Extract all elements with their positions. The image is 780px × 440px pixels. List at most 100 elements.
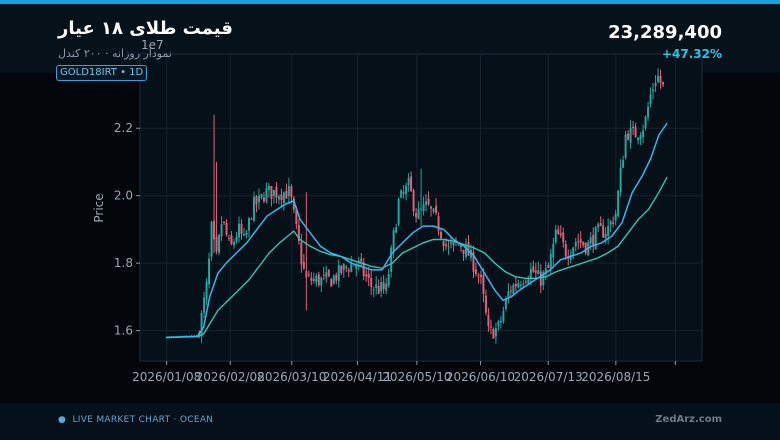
price-change-badge: +47.32% xyxy=(661,47,722,61)
candle-body xyxy=(507,291,510,299)
candle-body xyxy=(417,208,420,219)
candle-body xyxy=(200,312,203,337)
candle-body xyxy=(594,227,597,250)
candle-body xyxy=(395,227,398,233)
grid xyxy=(140,54,702,361)
candle-body xyxy=(410,176,413,192)
candle-body xyxy=(360,258,363,262)
candle-body xyxy=(237,223,240,238)
candle-body xyxy=(362,262,365,277)
candle-body xyxy=(233,241,236,246)
candle-body xyxy=(430,206,433,209)
candle-body xyxy=(512,284,515,294)
candle-body xyxy=(577,241,580,243)
candle-body xyxy=(659,76,662,83)
candle-body xyxy=(325,272,328,278)
candle-body xyxy=(562,232,565,243)
candle-body xyxy=(165,337,168,339)
candle-body xyxy=(609,221,612,225)
candle-body xyxy=(300,242,303,265)
candle-body xyxy=(440,231,443,239)
y-tick-label: 2.0 xyxy=(114,189,133,203)
candle-body xyxy=(425,201,428,205)
candle-body xyxy=(634,126,637,138)
candle-body xyxy=(270,185,273,199)
candle-body xyxy=(549,254,552,268)
candle-body xyxy=(367,273,370,278)
candle-body xyxy=(405,185,408,195)
candle-body xyxy=(230,235,233,244)
candle-body xyxy=(208,258,211,285)
candle-body xyxy=(497,321,500,326)
candle-body xyxy=(542,272,545,286)
y-tick-label: 1.8 xyxy=(114,256,133,270)
candle-body xyxy=(604,233,607,239)
candle-body xyxy=(252,196,255,221)
candle-body xyxy=(445,244,448,246)
candle-body xyxy=(342,264,345,270)
candle-body xyxy=(267,185,270,191)
candle-body xyxy=(647,106,650,118)
candle-body xyxy=(527,279,530,284)
candle-body xyxy=(275,186,278,198)
candle-body xyxy=(322,274,325,276)
candle-body xyxy=(607,226,610,236)
candle-body xyxy=(642,130,645,137)
candle-body xyxy=(529,268,532,279)
candle-body xyxy=(464,244,467,257)
candle-body xyxy=(442,241,445,247)
candle-body xyxy=(494,327,497,337)
candle-body xyxy=(250,218,253,220)
x-tick-label: 2026/01/08 xyxy=(132,370,201,384)
candle-body xyxy=(459,244,462,247)
footer-panel xyxy=(0,403,780,440)
candle-body xyxy=(632,126,635,128)
candle-body xyxy=(242,234,245,236)
candle-body xyxy=(247,218,250,231)
candle-body xyxy=(272,190,275,196)
y-offset-label: 1e7 xyxy=(141,38,164,52)
candle-body xyxy=(499,320,502,323)
candle-body xyxy=(584,243,587,254)
candle-body xyxy=(213,220,216,240)
candle-body xyxy=(489,326,492,328)
candle-body xyxy=(365,274,368,277)
y-axis: 1.6 1.8 2.0 2.2 xyxy=(114,121,140,338)
candle-body xyxy=(203,297,206,313)
candle-body xyxy=(257,195,260,202)
candle-body xyxy=(285,191,288,199)
footer-status: ● LIVE MARKET CHART · OCEAN xyxy=(58,415,213,425)
candle-body xyxy=(225,222,228,235)
symbol-badge[interactable]: GOLD18IRT • 1D xyxy=(56,65,148,81)
candle-body xyxy=(297,225,300,241)
candle-body xyxy=(514,283,517,287)
candle-body xyxy=(519,284,522,286)
y-tick-label: 2.2 xyxy=(114,121,133,135)
candle-body xyxy=(277,196,280,200)
candle-body xyxy=(492,329,495,339)
candle-body xyxy=(432,208,435,212)
candle-body xyxy=(599,222,602,227)
candle-body xyxy=(352,265,355,267)
candle-body xyxy=(315,275,318,283)
candle-body xyxy=(554,229,557,243)
candle-body xyxy=(292,198,295,210)
footer-status-text: LIVE MARKET CHART · OCEAN xyxy=(72,415,214,425)
candle-body xyxy=(290,186,293,198)
candle-body xyxy=(228,237,231,239)
candle-body xyxy=(400,190,403,198)
candle-body xyxy=(215,236,218,252)
candle-body xyxy=(340,265,343,274)
candle-body xyxy=(382,282,385,289)
candle-body xyxy=(435,206,438,214)
site-brand: ZedArz.com xyxy=(655,414,722,425)
candle-body xyxy=(579,239,582,243)
candle-body xyxy=(332,275,335,284)
moving-average-slow xyxy=(166,176,668,339)
candle-body xyxy=(437,216,440,231)
candle-body xyxy=(390,247,393,272)
candle-body xyxy=(287,185,290,197)
x-axis: 2026/01/082026/02/082026/03/102026/04/11… xyxy=(132,361,676,384)
candle-body xyxy=(637,137,640,141)
y-tick-label: 1.6 xyxy=(114,324,133,338)
